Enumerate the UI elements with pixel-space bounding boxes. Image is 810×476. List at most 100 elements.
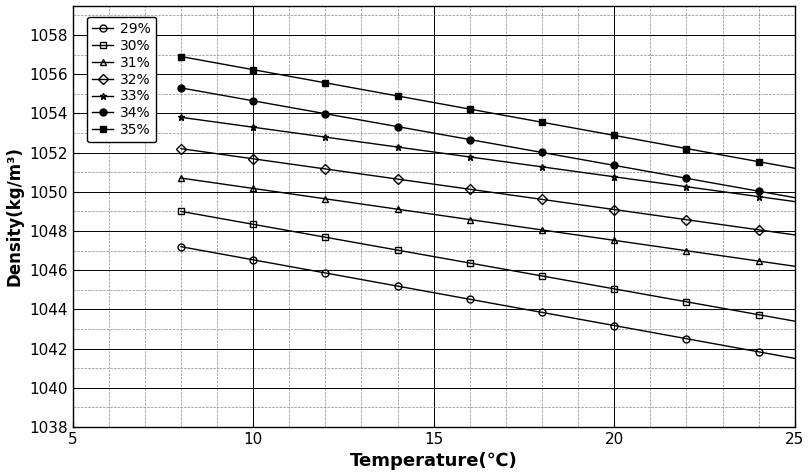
35% xyxy=(718,152,727,158)
35% xyxy=(249,67,258,72)
30% xyxy=(718,306,727,311)
30% xyxy=(573,279,583,285)
34% xyxy=(609,162,619,168)
31% xyxy=(393,206,403,212)
30% xyxy=(393,247,403,253)
31% xyxy=(284,191,294,197)
30% xyxy=(212,215,222,221)
31% xyxy=(646,243,655,248)
32% xyxy=(501,191,511,197)
33% xyxy=(284,129,294,135)
29% xyxy=(646,329,655,335)
32% xyxy=(321,166,330,172)
29% xyxy=(249,257,258,263)
33% xyxy=(393,144,403,150)
30% xyxy=(284,228,294,234)
29% xyxy=(501,303,511,309)
31% xyxy=(573,232,583,238)
30% xyxy=(465,260,475,266)
31% xyxy=(754,258,764,264)
33% xyxy=(465,154,475,160)
32% xyxy=(428,181,438,187)
Line: 30%: 30% xyxy=(177,208,799,325)
Line: 34%: 34% xyxy=(177,84,799,201)
35% xyxy=(754,159,764,165)
30% xyxy=(646,292,655,298)
32% xyxy=(609,207,619,212)
32% xyxy=(537,197,547,202)
33% xyxy=(356,139,366,145)
32% xyxy=(212,151,222,157)
33% xyxy=(501,159,511,165)
30% xyxy=(501,267,511,272)
29% xyxy=(718,342,727,348)
34% xyxy=(537,149,547,155)
31% xyxy=(176,175,185,181)
31% xyxy=(682,248,692,254)
35% xyxy=(537,119,547,125)
29% xyxy=(176,244,185,249)
34% xyxy=(646,169,655,175)
29% xyxy=(212,250,222,256)
31% xyxy=(356,201,366,207)
33% xyxy=(428,149,438,155)
33% xyxy=(321,134,330,140)
30% xyxy=(249,221,258,227)
X-axis label: Temperature(℃): Temperature(℃) xyxy=(350,453,518,470)
31% xyxy=(465,217,475,222)
35% xyxy=(609,132,619,138)
Y-axis label: Density(kg/m³): Density(kg/m³) xyxy=(6,146,23,286)
34% xyxy=(428,130,438,136)
31% xyxy=(537,227,547,233)
31% xyxy=(609,238,619,243)
33% xyxy=(249,124,258,130)
30% xyxy=(321,234,330,240)
34% xyxy=(501,143,511,149)
35% xyxy=(393,93,403,99)
34% xyxy=(718,182,727,188)
31% xyxy=(718,253,727,259)
29% xyxy=(321,270,330,276)
29% xyxy=(682,336,692,342)
29% xyxy=(609,323,619,328)
29% xyxy=(284,264,294,269)
34% xyxy=(465,137,475,142)
34% xyxy=(249,98,258,104)
32% xyxy=(356,171,366,177)
Line: 33%: 33% xyxy=(177,114,799,205)
31% xyxy=(321,196,330,202)
30% xyxy=(682,299,692,305)
35% xyxy=(646,139,655,145)
35% xyxy=(356,87,366,92)
34% xyxy=(790,195,799,200)
31% xyxy=(212,180,222,186)
35% xyxy=(682,146,692,151)
Line: 35%: 35% xyxy=(177,53,799,172)
Line: 31%: 31% xyxy=(177,175,799,270)
30% xyxy=(176,208,185,214)
34% xyxy=(682,176,692,181)
29% xyxy=(790,356,799,361)
35% xyxy=(212,60,222,66)
29% xyxy=(393,283,403,289)
30% xyxy=(790,318,799,324)
35% xyxy=(428,99,438,105)
30% xyxy=(754,312,764,317)
35% xyxy=(501,113,511,119)
29% xyxy=(537,309,547,315)
33% xyxy=(754,194,764,199)
33% xyxy=(790,199,799,205)
31% xyxy=(790,263,799,269)
32% xyxy=(682,217,692,223)
34% xyxy=(356,117,366,123)
35% xyxy=(573,126,583,132)
33% xyxy=(537,164,547,170)
33% xyxy=(609,174,619,179)
29% xyxy=(754,349,764,355)
30% xyxy=(428,254,438,259)
34% xyxy=(176,85,185,91)
32% xyxy=(465,187,475,192)
33% xyxy=(573,169,583,175)
29% xyxy=(428,290,438,296)
32% xyxy=(284,161,294,167)
